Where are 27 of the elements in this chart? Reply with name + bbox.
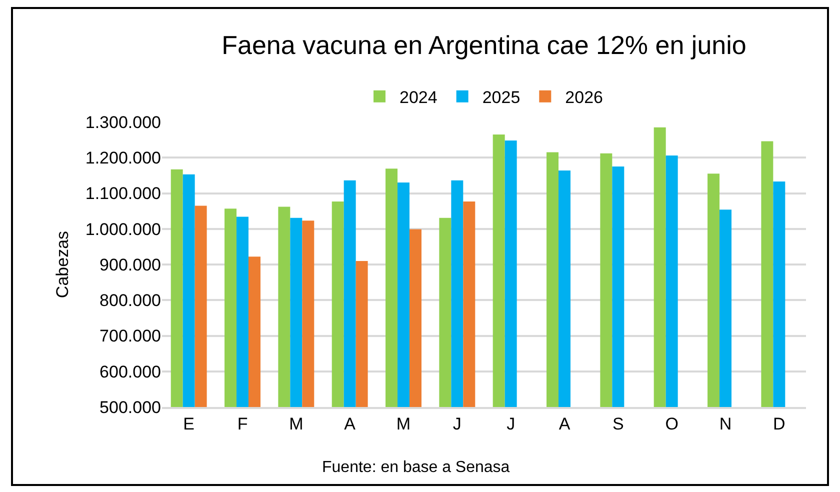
y-tick-label: 1.300.000: [85, 112, 161, 132]
x-tick-label: M: [396, 414, 411, 434]
x-tick-label: D: [773, 414, 786, 434]
x-tick-label: E: [183, 414, 194, 434]
legend-label: 2026: [565, 88, 603, 108]
y-tick-label: 600.000: [100, 362, 161, 382]
y-tick-label: 1.100.000: [85, 184, 161, 204]
y-axis-title: Cabezas: [52, 230, 72, 298]
x-tick-label: J: [452, 414, 462, 434]
x-tick-label: F: [237, 414, 248, 434]
y-tick-label: 800.000: [100, 291, 161, 310]
legend-label: 2024: [400, 88, 438, 108]
chart-title: Faena vacuna en Argentina cae 12% en junio: [222, 30, 746, 60]
y-tick-label: 900.000: [100, 255, 161, 274]
x-tick-label: N: [719, 414, 732, 434]
y-tick-label: 1.000.000: [85, 220, 161, 239]
y-tick-label: 700.000: [100, 326, 161, 346]
legend-label: 2025: [482, 88, 520, 108]
y-tick-label: 500.000: [100, 398, 161, 417]
x-tick-label: A: [344, 414, 356, 434]
x-tick-label: S: [612, 414, 624, 434]
x-tick-label: J: [506, 414, 516, 434]
x-tick-label: A: [558, 414, 571, 434]
source-note: Fuente: en base a Senasa: [322, 459, 510, 476]
x-tick-label: O: [665, 414, 678, 434]
x-tick-label: M: [289, 414, 304, 434]
y-tick-label: 1.200.000: [85, 148, 161, 168]
